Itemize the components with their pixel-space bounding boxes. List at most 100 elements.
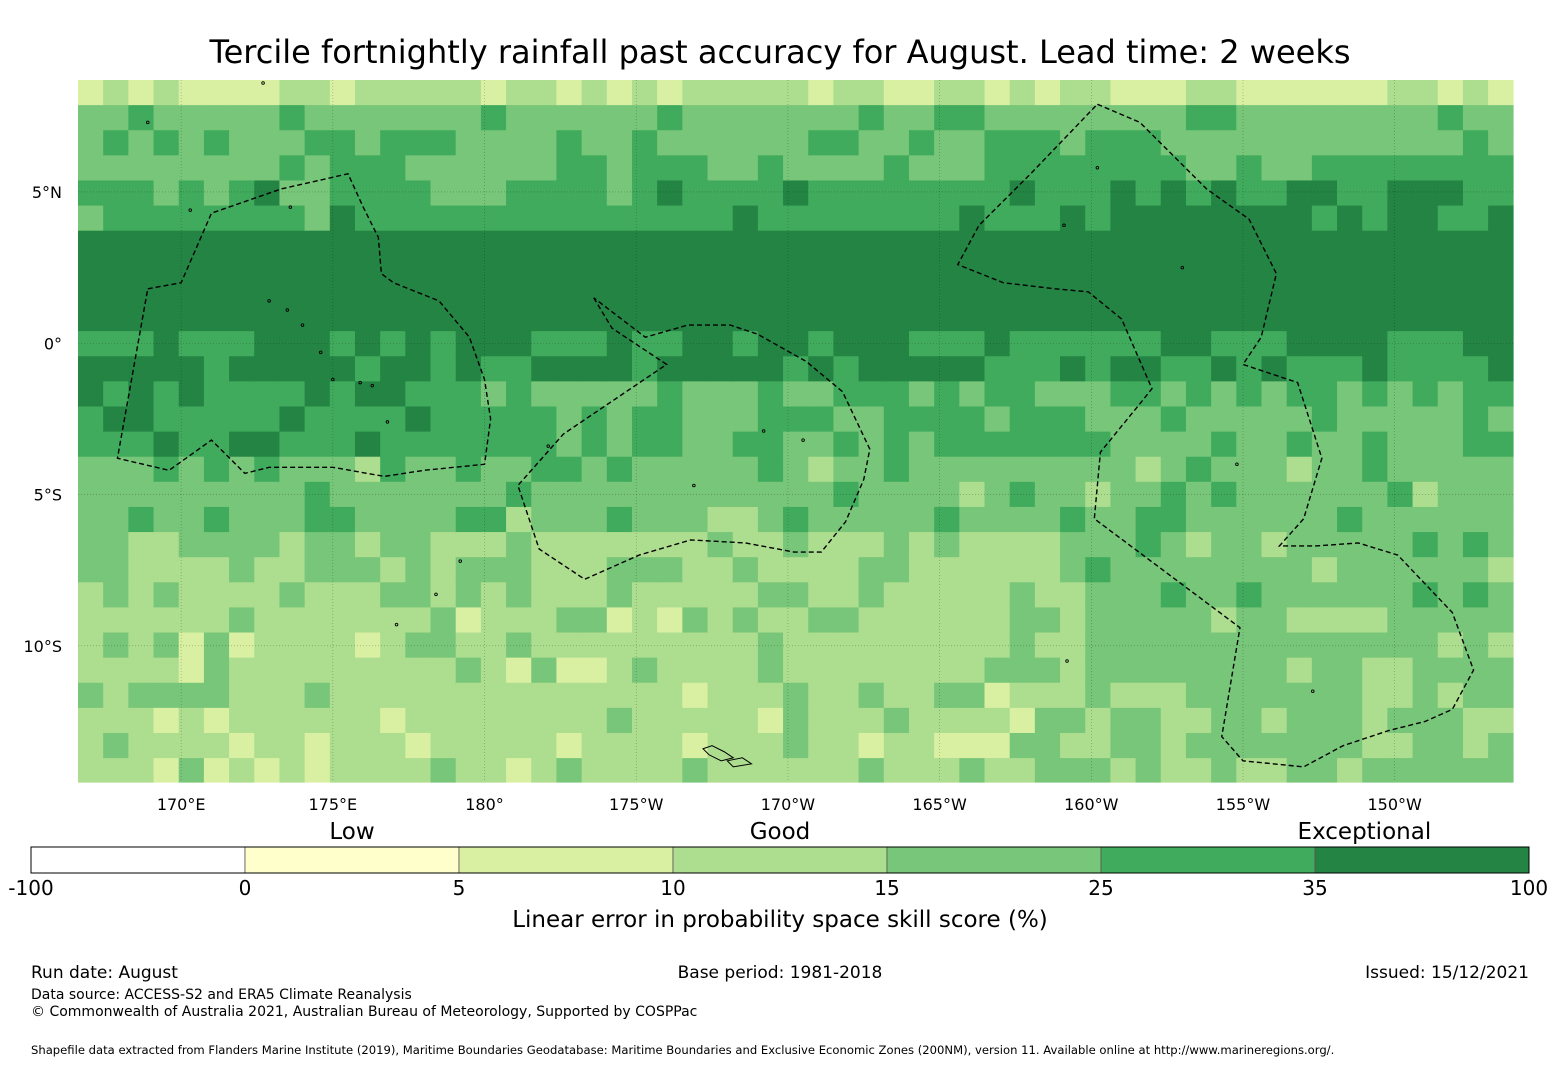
grid-cell [581,155,608,182]
grid-cell [908,356,935,382]
grid-cell [833,607,860,634]
grid-cell [128,356,155,382]
lon-tick-label: 170°E [157,795,206,814]
grid-cell [1009,707,1036,734]
grid-cell [455,532,482,558]
grid-cell [1337,155,1363,182]
grid-cell [1286,732,1313,759]
grid-cell [203,582,230,609]
grid-cell [203,707,230,734]
grid-cell [405,381,432,408]
grid-cell [556,732,583,759]
grid-cell [1034,758,1061,783]
grid-cell [480,306,507,332]
grid-cell [1185,331,1212,357]
grid-cell [1311,105,1338,131]
grid-cell [1261,758,1288,783]
grid-cell [304,506,331,533]
grid-cell [304,406,331,433]
grid-cell [757,381,784,408]
grid-cell [405,306,432,332]
grid-cell [531,255,558,282]
grid-cell [1412,657,1439,684]
grid-cell [1412,105,1439,131]
grid-cell [1362,582,1388,609]
grid-cell [757,280,784,307]
grid-cell [153,105,180,131]
grid-cell [78,331,104,357]
grid-cell [405,280,432,307]
grid-cell [203,205,230,232]
grid-cell [405,155,432,182]
grid-cell [707,255,734,282]
grid-cell [1060,758,1086,783]
grid-cell [380,732,406,759]
grid-cell [581,431,608,458]
grid-cell [1362,431,1388,458]
grid-cell [254,105,281,131]
grid-cell [808,758,835,783]
grid-cell [808,657,835,684]
grid-cell [430,632,457,659]
grid-cell [380,582,406,609]
grid-cell [1211,105,1237,131]
grid-cell [581,406,608,433]
grid-cell [1337,406,1363,433]
grid-cell [1060,255,1086,282]
grid-cell [103,758,129,783]
grid-cell [103,682,129,709]
grid-cell [380,306,406,332]
grid-cell [1286,607,1313,634]
grid-cell [1488,280,1514,307]
lon-tick-label: 175°W [609,795,664,814]
grid-cell [1160,105,1187,131]
grid-cell [203,230,230,257]
grid-cell [908,80,935,106]
grid-cell [959,657,986,684]
grid-cell [203,632,230,659]
grid-cell [1060,682,1086,709]
grid-cell [1185,381,1212,408]
grid-cell [858,657,885,684]
grid-cell [606,230,633,257]
grid-cell [1185,456,1212,483]
grid-cell [480,331,507,357]
atoll-mark [318,350,323,355]
grid-cell [153,255,180,282]
grid-cell [1211,632,1237,659]
grid-cell [1085,707,1112,734]
grid-cell [178,456,205,483]
colorbar-segment [886,846,1102,874]
grid-cell [128,331,155,357]
grid-cell [1387,205,1414,232]
grid-cell [1160,280,1187,307]
grid-cell [304,732,331,759]
grid-cell [808,205,835,232]
grid-cell [329,230,356,257]
grid-cell [1110,80,1137,106]
grid-cell [581,356,608,382]
eez-boundaries [116,103,1475,768]
grid-cell [1060,331,1086,357]
grid-cell [556,406,583,433]
grid-cell [783,481,809,508]
grid-cell [657,682,683,709]
grid-cell [304,105,331,131]
grid-cell [1412,632,1439,659]
grid-cell [1462,255,1489,282]
grid-cell [984,532,1011,558]
grid-cell [1211,657,1237,684]
grid-cell [657,506,683,533]
grid-cell [783,506,809,533]
grid-cell [506,607,532,634]
grid-cell [1387,406,1414,433]
grid-cell [1362,707,1388,734]
grid-cell [1412,130,1439,156]
grid-cell [480,80,507,106]
grid-cell [254,732,281,759]
grid-cell [203,456,230,483]
grid-cell [405,582,432,609]
grid-cell [1236,80,1263,106]
grid-cell [833,155,860,182]
grid-cell [757,306,784,332]
